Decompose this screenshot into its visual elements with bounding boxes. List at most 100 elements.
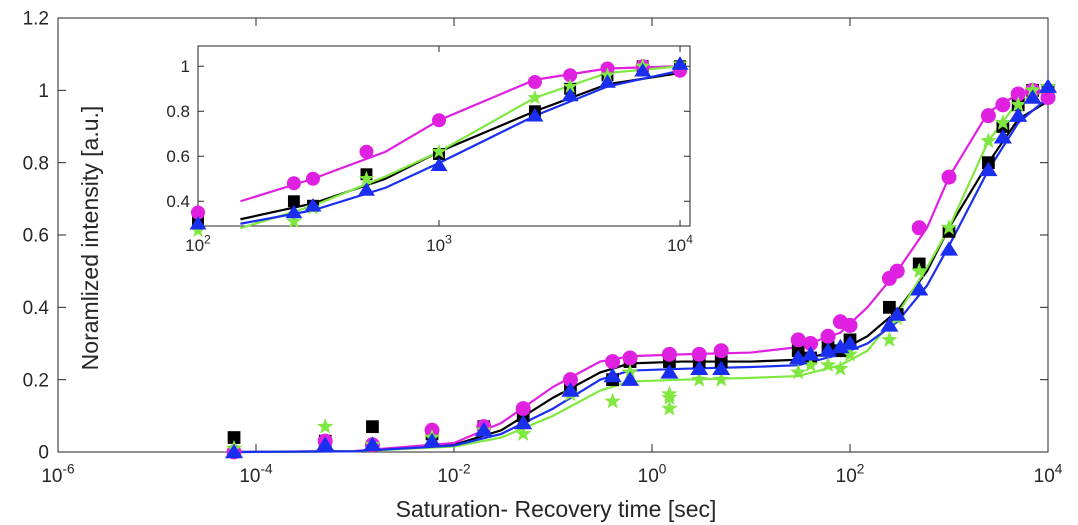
- data-point: [562, 372, 578, 388]
- y-axis-label: Noramlized intensity [a.u.]: [77, 106, 103, 371]
- data-point: [691, 371, 708, 387]
- x-axis-label: Saturation- Recovery time [sec]: [396, 496, 717, 522]
- data-point: [286, 213, 302, 229]
- y-tick-label: 1: [181, 57, 190, 76]
- data-point: [1010, 96, 1027, 112]
- data-point: [661, 389, 678, 405]
- data-point: [305, 171, 320, 186]
- data-point: [1009, 107, 1028, 122]
- data-point: [790, 363, 807, 380]
- data-point: [189, 216, 207, 230]
- data-point: [889, 263, 905, 279]
- data-point: [561, 382, 580, 397]
- data-point: [620, 371, 640, 386]
- data-point: [842, 317, 858, 333]
- data-point: [191, 205, 205, 220]
- data-point: [911, 220, 927, 236]
- data-point: [527, 89, 543, 105]
- data-point: [712, 360, 731, 376]
- data-point: [789, 349, 808, 365]
- fit-curve: [234, 100, 1049, 454]
- y-tick-label: 0.2: [23, 370, 49, 391]
- fit-curve: [234, 89, 1049, 454]
- data-point: [801, 346, 820, 361]
- data-point: [603, 367, 622, 383]
- data-point: [818, 342, 838, 357]
- x-tick-label: 10-6: [41, 461, 74, 487]
- data-point: [514, 414, 533, 430]
- data-point: [430, 157, 448, 172]
- data-point: [671, 56, 689, 70]
- data-point: [661, 346, 677, 362]
- data-point: [190, 222, 206, 238]
- y-tick-label: 1.2: [23, 9, 49, 30]
- data-point: [599, 74, 616, 88]
- data-point: [840, 335, 860, 350]
- fit-curve: [234, 89, 1049, 454]
- data-point: [224, 443, 244, 459]
- inset-axes: 102 103 104 0.4 0.6 0.8 1: [166, 45, 693, 255]
- data-point: [690, 360, 709, 376]
- data-point: [994, 114, 1012, 130]
- data-point: [304, 198, 322, 212]
- data-point: [285, 204, 303, 219]
- data-point: [888, 306, 907, 321]
- data-point: [604, 392, 621, 409]
- data-point: [790, 332, 806, 348]
- data-point: [841, 345, 859, 362]
- data-point: [622, 350, 638, 366]
- x-tick-label: 103: [426, 232, 452, 255]
- data-point: [881, 331, 898, 347]
- x-tick-label: 104: [667, 232, 693, 255]
- data-point: [474, 422, 493, 437]
- data-point: [995, 97, 1011, 113]
- x-tick-label: 10-2: [437, 461, 470, 487]
- data-point: [227, 431, 241, 444]
- data-point: [911, 262, 928, 279]
- data-point: [939, 241, 959, 256]
- data-point: [993, 129, 1012, 144]
- data-point: [287, 195, 300, 208]
- data-point: [316, 436, 335, 451]
- data-point: [910, 281, 929, 296]
- data-point: [366, 420, 379, 434]
- x-tick-label: 100: [638, 461, 667, 487]
- data-point: [820, 328, 836, 344]
- data-point: [317, 418, 334, 434]
- main-axes: 10-6 10-4 10-2 100 102 104 0 0.2 0.4 0.6 0.8 1 1.2: [23, 9, 1063, 487]
- fit-curve: [234, 96, 1049, 454]
- data-point: [515, 401, 531, 417]
- y-tick-label: 0.8: [166, 102, 190, 121]
- data-point: [357, 182, 375, 196]
- data-point: [563, 68, 578, 83]
- data-point: [940, 219, 958, 235]
- data-point: [527, 75, 542, 89]
- data-point: [980, 132, 997, 148]
- data-point: [980, 108, 996, 124]
- data-point: [431, 143, 447, 159]
- data-point: [1038, 78, 1058, 93]
- main-plot-area: [224, 78, 1058, 460]
- data-point: [880, 317, 899, 332]
- data-point: [562, 78, 578, 94]
- data-point: [1023, 89, 1042, 104]
- data-point: [605, 354, 621, 370]
- axes-box: [197, 45, 691, 227]
- data-point: [819, 356, 837, 373]
- y-tick-label: 0.4: [166, 192, 190, 211]
- x-tick-label: 10-4: [239, 461, 273, 487]
- data-point: [526, 108, 544, 122]
- y-tick-label: 0.8: [23, 153, 49, 174]
- x-tick-label: 102: [836, 461, 865, 487]
- data-point: [358, 170, 375, 186]
- data-point: [660, 364, 679, 379]
- x-tick-label: 104: [1034, 461, 1063, 487]
- data-point: [363, 436, 382, 451]
- data-point: [515, 425, 532, 441]
- y-tick-label: 1: [38, 81, 49, 102]
- y-tick-label: 0.6: [23, 226, 49, 247]
- x-tick-label: 102: [185, 232, 211, 255]
- data-point: [713, 343, 729, 359]
- data-point: [713, 371, 730, 387]
